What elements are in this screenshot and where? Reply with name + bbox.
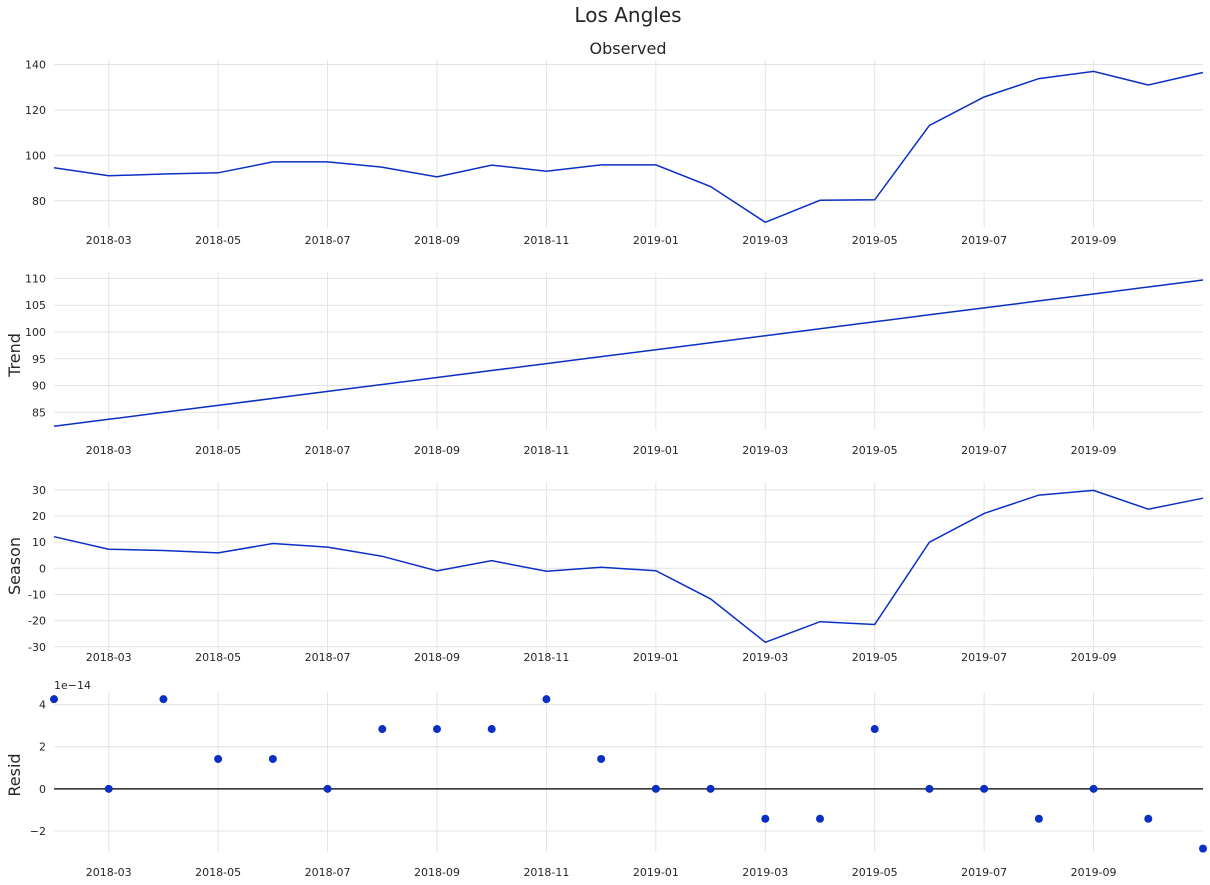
observed-xtick-label: 2019-03 [742,234,788,247]
season-xtick-label: 2019-01 [633,651,679,664]
trend-ytick-label: 90 [32,380,46,393]
season-xtick-label: 2018-09 [414,651,460,664]
trend-xtick-label: 2018-03 [86,444,132,457]
season-ytick-label: 30 [32,484,46,497]
observed-ytick-label: 120 [25,104,46,117]
trend-xtick-label: 2018-07 [305,444,351,457]
resid-point [268,754,277,763]
observed-xtick-label: 2019-01 [633,234,679,247]
resid-point [980,784,989,793]
season-ytick-label: 10 [32,536,46,549]
resid-point [104,784,113,793]
resid-point [597,754,606,763]
season-xtick-label: 2018-03 [86,651,132,664]
observed-series-line [53,70,1204,224]
observed-xtick-label: 2019-05 [852,234,898,247]
trend-xtick-label: 2019-07 [961,444,1007,457]
observed-xtick-label: 2018-07 [305,234,351,247]
resid-xtick-label: 2018-03 [86,866,132,879]
season-xtick-label: 2019-03 [742,651,788,664]
resid-point [159,695,168,704]
season-xtick-label: 2019-09 [1071,651,1117,664]
resid-xtick-label: 2018-09 [414,866,460,879]
resid-xtick-label: 2019-01 [633,866,679,879]
trend-ytick-label: 100 [25,326,46,339]
season-ylabel: Season [5,537,24,595]
resid-xtick-label: 2018-07 [305,866,351,879]
trend-xtick-label: 2018-05 [195,444,241,457]
observed-xtick-label: 2018-05 [195,234,241,247]
resid-panel: Resid 1e−14 2018-03 2018-05 2018-07 2018-09… [5,679,1207,879]
season-xtick-label: 2018-07 [305,651,351,664]
resid-xtick-label: 2019-09 [1071,866,1117,879]
observed-ytick-label: 140 [25,59,46,72]
observed-ytick-label: 80 [32,195,46,208]
season-xtick-label: 2018-05 [195,651,241,664]
season-ytick-label: -10 [28,588,46,601]
figure-title: Los Angles [574,3,681,27]
trend-xtick-label: 2019-05 [852,444,898,457]
resid-xtick-label: 2019-05 [852,866,898,879]
resid-ytick-label: −2 [30,825,46,838]
season-xtick-label: 2019-07 [961,651,1007,664]
observed-xtick-label: 2018-03 [86,234,132,247]
trend-ytick-label: 95 [32,353,46,366]
resid-point [1034,814,1043,823]
trend-xtick-label: 2018-11 [523,444,569,457]
trend-ytick-label: 85 [32,406,46,419]
resid-point [925,784,934,793]
resid-point [651,784,660,793]
trend-xtick-label: 2019-09 [1071,444,1117,457]
resid-point [1144,814,1153,823]
season-ytick-label: -20 [28,615,46,628]
resid-point [542,695,551,704]
season-ytick-label: 0 [39,562,46,575]
season-panel: Season 2018-03 2018-05 2018-07 2018-09 2018-… [5,482,1204,664]
resid-point [1199,844,1207,853]
resid-xtick-label: 2018-11 [523,866,569,879]
season-ytick-label: 20 [32,510,46,523]
trend-panel: Trend 2018-03 2018-05 2018-07 2018-09 2018-1… [5,272,1204,457]
trend-ytick-label: 110 [25,272,46,285]
resid-point [50,695,58,704]
trend-series-line [53,279,1204,428]
observed-xtick-label: 2019-09 [1071,234,1117,247]
resid-ytick-label: 4 [39,699,46,712]
observed-ytick-label: 100 [25,149,46,162]
resid-point [214,754,223,763]
resid-xtick-label: 2019-07 [961,866,1007,879]
resid-ylabel: Resid [5,753,24,796]
trend-xtick-label: 2019-03 [742,444,788,457]
observed-panel: Observed 2018-03 2018-05 2018-07 2018-09 201… [25,39,1204,247]
season-series-line [53,489,1204,644]
observed-xtick-label: 2018-09 [414,234,460,247]
resid-point [761,814,770,823]
resid-offset-text: 1e−14 [54,679,91,692]
season-ytick-label: -30 [28,641,46,654]
season-xtick-label: 2019-05 [852,651,898,664]
resid-point [323,784,332,793]
observed-title: Observed [590,39,667,58]
resid-point [706,784,715,793]
trend-ylabel: Trend [5,333,24,378]
season-xtick-label: 2018-11 [523,651,569,664]
trend-ytick-label: 105 [25,299,46,312]
observed-xtick-label: 2019-07 [961,234,1007,247]
resid-point [378,725,387,734]
resid-ytick-label: 2 [39,741,46,754]
resid-point [816,814,824,823]
trend-xtick-label: 2018-09 [414,444,460,457]
resid-point [487,725,496,734]
observed-xtick-label: 2018-11 [523,234,569,247]
resid-xtick-label: 2018-05 [195,866,241,879]
resid-xtick-label: 2019-03 [742,866,788,879]
resid-point [1089,784,1098,793]
resid-point [433,725,441,734]
trend-xtick-label: 2019-01 [633,444,679,457]
resid-point [870,725,879,734]
resid-ytick-label: 0 [39,783,46,796]
